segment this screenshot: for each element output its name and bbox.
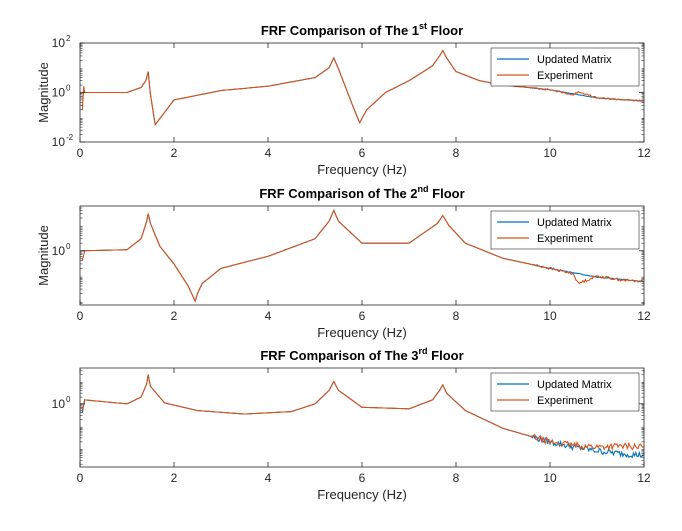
legend-box — [490, 47, 640, 87]
x-tick-label: 4 — [265, 471, 272, 485]
x-tick-label: 4 — [265, 146, 272, 160]
legend-entry-label: Experiment — [537, 70, 593, 82]
x-axis-label: Frequency (Hz) — [317, 162, 407, 177]
y-tick-label-exponent: 2 — [66, 34, 71, 43]
series-line-experiment — [81, 374, 644, 452]
y-axis-label: Magnitude — [36, 62, 51, 123]
y-tick-label-exponent: 0 — [66, 84, 71, 93]
y-tick-label: 10 — [52, 135, 66, 149]
series-line-experiment — [81, 49, 644, 127]
x-tick-label: 8 — [453, 309, 460, 323]
y-tick-label: 10 — [52, 86, 66, 100]
legend: Updated Matrix Experiment — [490, 47, 640, 87]
legend-entry-label: Updated Matrix — [537, 54, 612, 66]
chart-title: FRF Comparison of The 1st Floor — [261, 21, 463, 38]
y-tick-label-exponent: 0 — [66, 395, 71, 404]
x-tick-label: 2 — [171, 146, 178, 160]
series-line-experiment — [81, 209, 644, 303]
x-tick-label: 2 — [171, 309, 178, 323]
legend-box — [490, 210, 640, 250]
legend-entry-label: Updated Matrix — [537, 217, 612, 229]
legend-entry-label: Experiment — [537, 395, 593, 407]
y-tick-label: 10 — [52, 244, 66, 258]
x-tick-label: 6 — [359, 471, 366, 485]
x-tick-label: 0 — [77, 309, 84, 323]
x-tick-label: 10 — [543, 146, 557, 160]
x-tick-label: 2 — [171, 471, 178, 485]
x-tick-label: 10 — [543, 471, 557, 485]
x-tick-label: 10 — [543, 309, 557, 323]
x-tick-label: 4 — [265, 309, 272, 323]
x-tick-label: 8 — [453, 146, 460, 160]
chart-title: FRF Comparison of The 2nd Floor — [259, 184, 464, 201]
y-tick-label: 10 — [52, 397, 66, 411]
x-axis-label: Frequency (Hz) — [317, 325, 407, 340]
x-tick-label: 6 — [359, 146, 366, 160]
x-tick-label: 12 — [637, 471, 651, 485]
x-tick-label: 12 — [637, 146, 651, 160]
legend-box — [490, 372, 640, 412]
legend-entry-label: Updated Matrix — [537, 379, 612, 391]
y-tick-label: 10 — [52, 36, 66, 50]
x-tick-label: 0 — [77, 471, 84, 485]
y-tick-label-exponent: 0 — [66, 242, 71, 251]
legend-entry-label: Experiment — [537, 233, 593, 245]
x-tick-label: 0 — [77, 146, 84, 160]
x-tick-label: 6 — [359, 309, 366, 323]
y-axis-label: Magnitude — [36, 225, 51, 286]
legend: Updated Matrix Experiment — [490, 372, 640, 412]
chart-title: FRF Comparison of The 3rd Floor — [260, 346, 463, 363]
x-axis-label: Frequency (Hz) — [317, 487, 407, 502]
y-tick-label-exponent: -2 — [66, 133, 74, 142]
x-tick-label: 12 — [637, 309, 651, 323]
legend: Updated Matrix Experiment — [490, 210, 640, 250]
x-tick-label: 8 — [453, 471, 460, 485]
